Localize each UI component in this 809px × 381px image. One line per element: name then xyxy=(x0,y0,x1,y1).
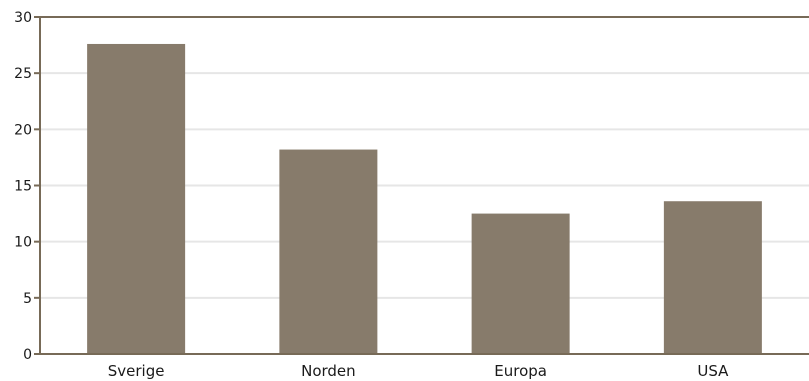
bars xyxy=(87,43,762,355)
y-tick-label: 0 xyxy=(23,347,32,363)
y-axis-ticks: 0 5 10 15 20 25 30 xyxy=(14,10,40,363)
x-category-label: USA xyxy=(697,362,729,380)
y-tick-label: 15 xyxy=(14,179,32,195)
bar-sverige xyxy=(87,43,186,355)
bar-europa xyxy=(471,213,570,354)
x-category-label: Norden xyxy=(301,362,356,380)
y-tick-label: 20 xyxy=(14,122,32,138)
y-tick-label: 5 xyxy=(23,291,32,307)
y-tick-label: 10 xyxy=(14,235,32,251)
x-category-label: Sverige xyxy=(108,362,165,380)
bar-usa xyxy=(663,201,762,354)
y-tick-label: 25 xyxy=(14,66,32,82)
bar-norden xyxy=(279,149,378,354)
x-axis-category-labels: Sverige Norden Europa USA xyxy=(108,362,729,380)
y-tick-label: 30 xyxy=(14,10,32,26)
x-category-label: Europa xyxy=(494,362,547,380)
